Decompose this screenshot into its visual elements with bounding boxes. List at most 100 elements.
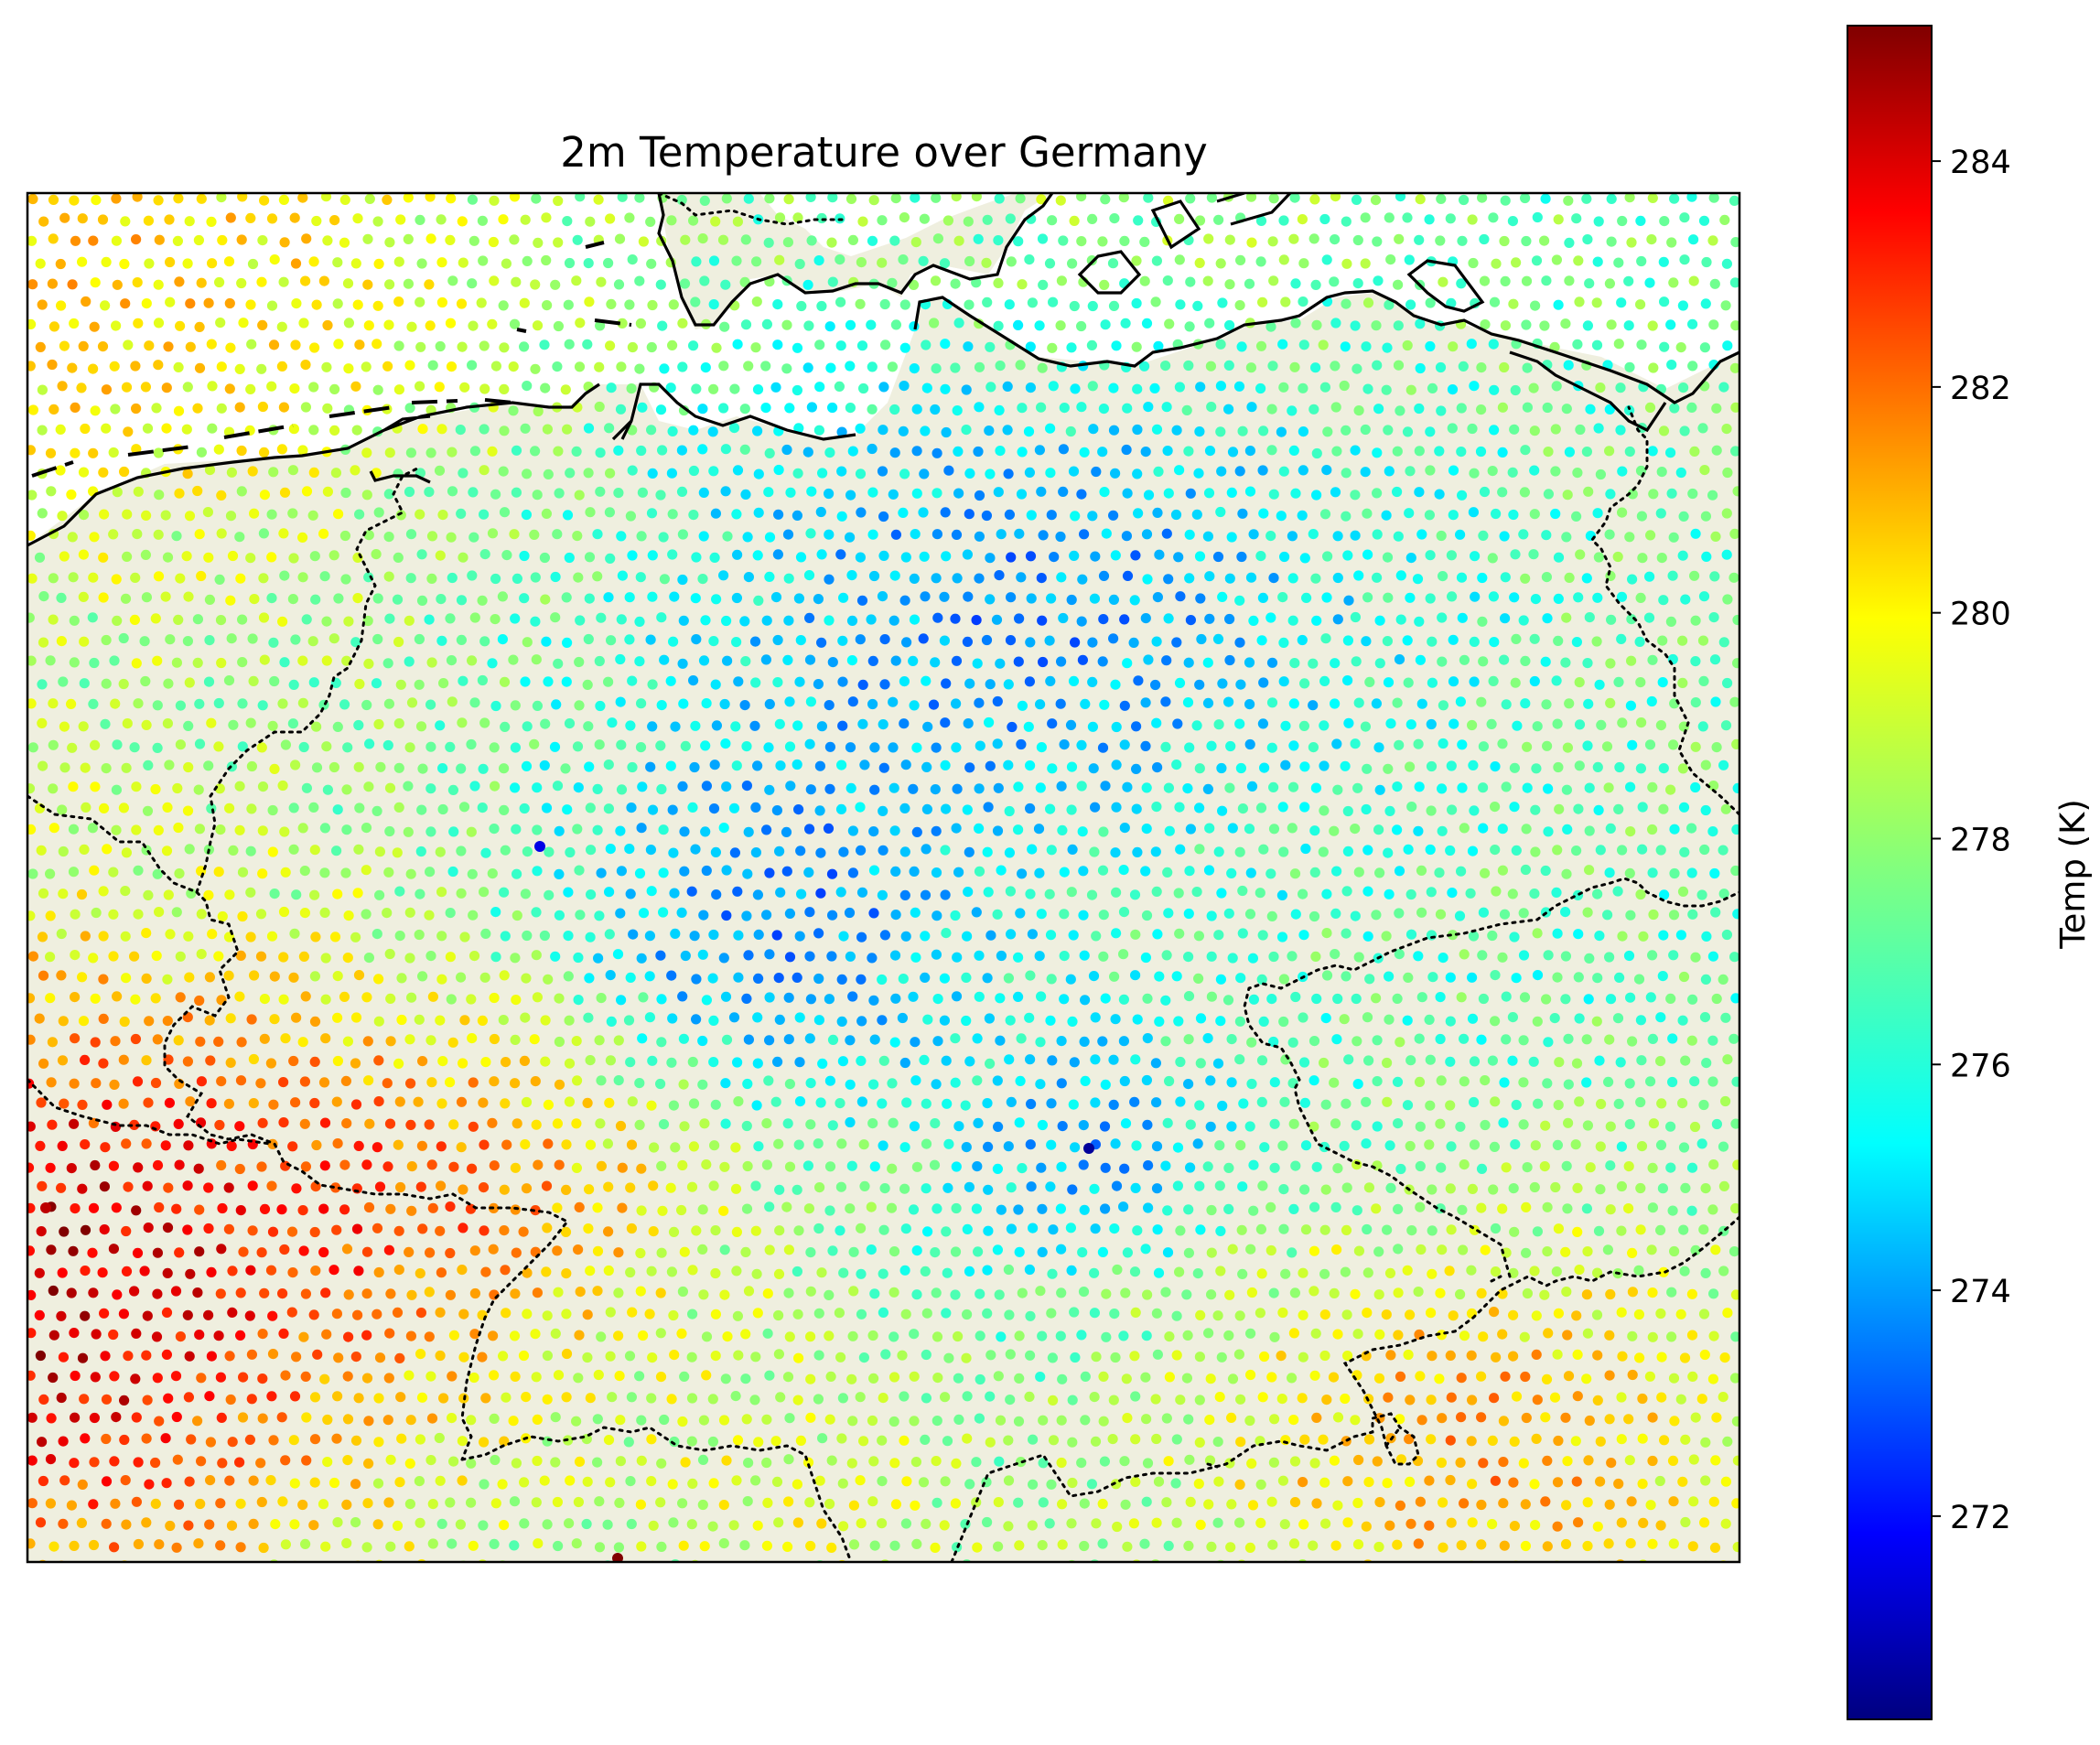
temperature-point — [847, 991, 858, 1002]
temperature-point — [268, 467, 279, 478]
temperature-point — [1415, 1160, 1426, 1172]
temperature-point — [1574, 677, 1585, 688]
temperature-point — [27, 193, 38, 205]
temperature-point — [300, 1161, 311, 1172]
temperature-point — [667, 509, 678, 520]
temperature-point — [519, 297, 530, 308]
temperature-point — [374, 889, 385, 900]
temperature-point — [719, 1161, 730, 1172]
temperature-point — [425, 193, 436, 202]
temperature-point — [1036, 909, 1047, 920]
temperature-point — [1658, 425, 1670, 436]
temperature-point — [932, 488, 942, 499]
temperature-point — [604, 423, 615, 434]
temperature-point — [1255, 215, 1267, 226]
temperature-point — [732, 1057, 743, 1068]
temperature-point — [1237, 1181, 1248, 1192]
temperature-point — [1290, 909, 1301, 920]
temperature-point — [257, 868, 268, 879]
temperature-point — [918, 507, 929, 518]
temperature-point — [205, 1055, 216, 1066]
temperature-point — [521, 973, 532, 984]
temperature-point — [321, 616, 332, 627]
temperature-point — [784, 1161, 796, 1172]
temperature-point — [448, 1456, 459, 1467]
temperature-point — [1520, 573, 1531, 584]
temperature-point — [1435, 1033, 1446, 1045]
temperature-point — [813, 1015, 825, 1026]
temperature-point — [249, 970, 260, 981]
temperature-point — [488, 236, 500, 248]
temperature-point — [1141, 1330, 1152, 1341]
temperature-point — [1364, 676, 1375, 688]
temperature-point — [373, 974, 384, 985]
temperature-point — [1560, 1412, 1571, 1423]
temperature-point — [1633, 1309, 1644, 1320]
temperature-point — [541, 636, 552, 647]
temperature-point — [1563, 1117, 1574, 1128]
temperature-point — [1341, 928, 1352, 939]
temperature-point — [985, 679, 996, 690]
temperature-point — [554, 1079, 565, 1090]
temperature-point — [648, 1180, 659, 1191]
temperature-point — [943, 465, 954, 476]
temperature-point — [624, 634, 635, 645]
temperature-point — [392, 1307, 404, 1318]
temperature-point — [802, 279, 813, 290]
temperature-point — [1119, 739, 1130, 750]
temperature-point — [794, 258, 805, 270]
temperature-point — [111, 1412, 122, 1423]
temperature-point — [396, 973, 407, 984]
temperature-point — [1089, 593, 1100, 604]
temperature-point — [709, 759, 720, 770]
temperature-point — [1686, 1330, 1698, 1341]
temperature-point — [37, 1180, 48, 1191]
temperature-point — [1666, 360, 1677, 371]
temperature-point — [287, 508, 298, 519]
temperature-point — [1265, 612, 1276, 623]
temperature-point — [1038, 530, 1049, 541]
temperature-point — [824, 529, 835, 540]
temperature-point — [1319, 1224, 1330, 1235]
temperature-point — [1711, 403, 1722, 414]
temperature-point — [447, 1371, 458, 1382]
temperature-point — [437, 803, 448, 815]
temperature-point — [974, 1413, 985, 1424]
temperature-point — [279, 657, 290, 668]
temperature-point — [78, 467, 90, 478]
temperature-point — [37, 932, 48, 943]
temperature-point — [697, 1035, 708, 1047]
temperature-point — [732, 886, 743, 897]
temperature-point — [928, 699, 940, 710]
temperature-point — [1647, 824, 1658, 835]
temperature-point — [572, 531, 583, 542]
temperature-point — [666, 215, 677, 226]
temperature-point — [972, 1033, 983, 1044]
temperature-point — [1469, 381, 1480, 392]
temperature-point — [1405, 299, 1416, 310]
temperature-point — [668, 299, 679, 310]
temperature-point — [679, 1246, 690, 1257]
temperature-point — [1501, 991, 1512, 1002]
temperature-point — [781, 444, 792, 456]
temperature-point — [333, 509, 344, 520]
temperature-point — [385, 1288, 396, 1299]
temperature-point — [268, 1435, 279, 1446]
temperature-point — [635, 742, 647, 753]
temperature-point — [1233, 1349, 1244, 1360]
temperature-point — [878, 1224, 889, 1235]
temperature-point — [118, 678, 129, 690]
temperature-point — [480, 1266, 491, 1277]
temperature-point — [562, 804, 573, 815]
temperature-point — [280, 1455, 291, 1466]
temperature-point — [1056, 656, 1067, 667]
temperature-point — [1677, 1015, 1688, 1026]
temperature-point — [878, 805, 888, 817]
temperature-point — [1478, 782, 1489, 793]
temperature-point — [837, 676, 848, 687]
temperature-point — [1602, 1244, 1613, 1255]
temperature-point — [362, 279, 373, 290]
temperature-point — [781, 1201, 792, 1212]
temperature-point — [196, 277, 207, 288]
temperature-point — [1501, 1162, 1512, 1173]
